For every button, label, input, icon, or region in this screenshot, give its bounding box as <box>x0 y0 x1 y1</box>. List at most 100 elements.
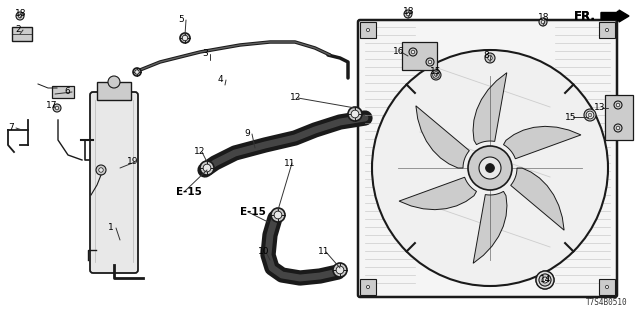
Circle shape <box>604 27 611 34</box>
Circle shape <box>367 285 369 289</box>
FancyBboxPatch shape <box>358 20 617 297</box>
Circle shape <box>135 70 140 74</box>
Circle shape <box>435 74 438 76</box>
Text: 18: 18 <box>403 7 415 17</box>
Circle shape <box>428 60 432 64</box>
Text: 13: 13 <box>594 103 605 113</box>
Text: 11: 11 <box>284 158 296 167</box>
Circle shape <box>18 14 22 18</box>
Circle shape <box>542 277 548 283</box>
Text: 5: 5 <box>178 15 184 25</box>
Bar <box>402 42 437 70</box>
Text: 16: 16 <box>393 47 404 57</box>
Circle shape <box>182 35 188 41</box>
Bar <box>599 279 615 295</box>
Circle shape <box>406 12 410 16</box>
Circle shape <box>605 28 609 32</box>
Circle shape <box>133 68 141 76</box>
Circle shape <box>536 271 554 289</box>
Bar <box>360 279 376 295</box>
Text: 15: 15 <box>430 68 442 76</box>
Circle shape <box>412 50 415 54</box>
Circle shape <box>372 50 608 286</box>
Polygon shape <box>416 106 469 168</box>
Circle shape <box>203 164 211 172</box>
Circle shape <box>468 146 512 190</box>
Text: 18: 18 <box>15 9 26 18</box>
Circle shape <box>584 109 596 121</box>
Circle shape <box>604 284 611 291</box>
Circle shape <box>108 76 120 88</box>
Text: 15: 15 <box>565 113 577 122</box>
Circle shape <box>333 263 347 277</box>
Circle shape <box>542 277 548 283</box>
Circle shape <box>351 110 359 118</box>
Text: 14: 14 <box>540 276 552 284</box>
Circle shape <box>348 107 362 121</box>
Circle shape <box>274 211 282 219</box>
Text: T7S4B0510: T7S4B0510 <box>586 298 628 307</box>
FancyBboxPatch shape <box>90 92 138 273</box>
Text: 8: 8 <box>483 51 489 60</box>
Text: FR.: FR. <box>574 10 596 22</box>
Circle shape <box>485 53 495 63</box>
Bar <box>97 82 131 100</box>
Bar <box>12 27 32 41</box>
Circle shape <box>616 126 620 130</box>
Circle shape <box>605 285 609 289</box>
Text: 9: 9 <box>244 130 250 139</box>
Circle shape <box>271 208 285 222</box>
Circle shape <box>479 157 501 179</box>
Circle shape <box>486 164 494 172</box>
Circle shape <box>404 10 412 18</box>
Circle shape <box>16 12 24 20</box>
Circle shape <box>539 274 551 286</box>
Polygon shape <box>511 168 564 230</box>
Text: 12: 12 <box>290 93 301 102</box>
Polygon shape <box>399 177 477 210</box>
Text: E-15: E-15 <box>240 207 266 217</box>
Text: 4: 4 <box>218 76 223 84</box>
Circle shape <box>200 161 214 175</box>
Circle shape <box>541 20 545 24</box>
Circle shape <box>539 274 551 286</box>
Circle shape <box>409 48 417 56</box>
Circle shape <box>586 111 594 119</box>
Circle shape <box>367 28 369 32</box>
Circle shape <box>96 165 106 175</box>
Bar <box>52 86 74 98</box>
Text: 17: 17 <box>46 101 58 110</box>
Text: 10: 10 <box>258 247 269 257</box>
Circle shape <box>180 33 190 43</box>
Circle shape <box>365 284 371 291</box>
Circle shape <box>539 18 547 26</box>
Circle shape <box>614 124 622 132</box>
Text: 6: 6 <box>64 87 70 97</box>
Circle shape <box>53 104 61 112</box>
Bar <box>599 22 615 38</box>
Circle shape <box>365 27 371 34</box>
Text: 11: 11 <box>318 247 330 257</box>
Circle shape <box>431 70 441 80</box>
Circle shape <box>488 56 492 60</box>
Text: FR.: FR. <box>574 10 596 22</box>
Text: 3: 3 <box>202 50 208 59</box>
Circle shape <box>99 168 103 172</box>
Circle shape <box>433 72 439 78</box>
Circle shape <box>588 113 592 117</box>
Text: E-15: E-15 <box>176 187 202 197</box>
Text: 2: 2 <box>15 26 20 35</box>
Polygon shape <box>504 126 581 159</box>
Text: 19: 19 <box>127 157 138 166</box>
Text: 18: 18 <box>538 13 550 22</box>
Circle shape <box>614 101 622 109</box>
Circle shape <box>443 120 573 250</box>
Text: 1: 1 <box>108 223 114 233</box>
Bar <box>605 95 633 140</box>
Circle shape <box>616 103 620 107</box>
Polygon shape <box>473 191 507 263</box>
FancyArrow shape <box>601 10 629 22</box>
Circle shape <box>536 271 554 289</box>
Circle shape <box>336 266 344 274</box>
Text: 7: 7 <box>8 124 13 132</box>
